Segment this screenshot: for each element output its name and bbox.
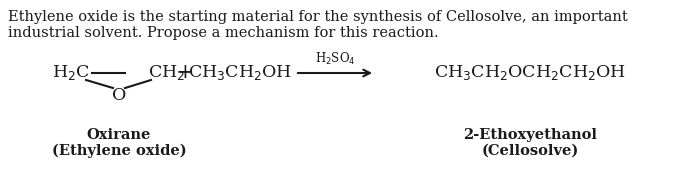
Text: +: +: [176, 64, 194, 83]
Text: 2-Ethoxyethanol: 2-Ethoxyethanol: [463, 128, 597, 142]
Text: (Ethylene oxide): (Ethylene oxide): [52, 144, 186, 158]
Text: CH$_2$: CH$_2$: [148, 64, 185, 83]
Text: CH$_3$CH$_2$OH: CH$_3$CH$_2$OH: [188, 64, 292, 83]
Text: H$_2$SO$_4$: H$_2$SO$_4$: [315, 51, 355, 67]
Text: Ethylene oxide is the starting material for the synthesis of Cellosolve, an impo: Ethylene oxide is the starting material …: [8, 10, 628, 24]
Text: CH$_3$CH$_2$OCH$_2$CH$_2$OH: CH$_3$CH$_2$OCH$_2$CH$_2$OH: [434, 64, 626, 83]
Text: industrial solvent. Propose a mechanism for this reaction.: industrial solvent. Propose a mechanism …: [8, 26, 438, 40]
Text: H$_2$C: H$_2$C: [52, 64, 90, 83]
Text: Oxirane: Oxirane: [87, 128, 151, 142]
Text: O: O: [112, 87, 126, 104]
Text: (Cellosolve): (Cellosolve): [482, 144, 579, 158]
